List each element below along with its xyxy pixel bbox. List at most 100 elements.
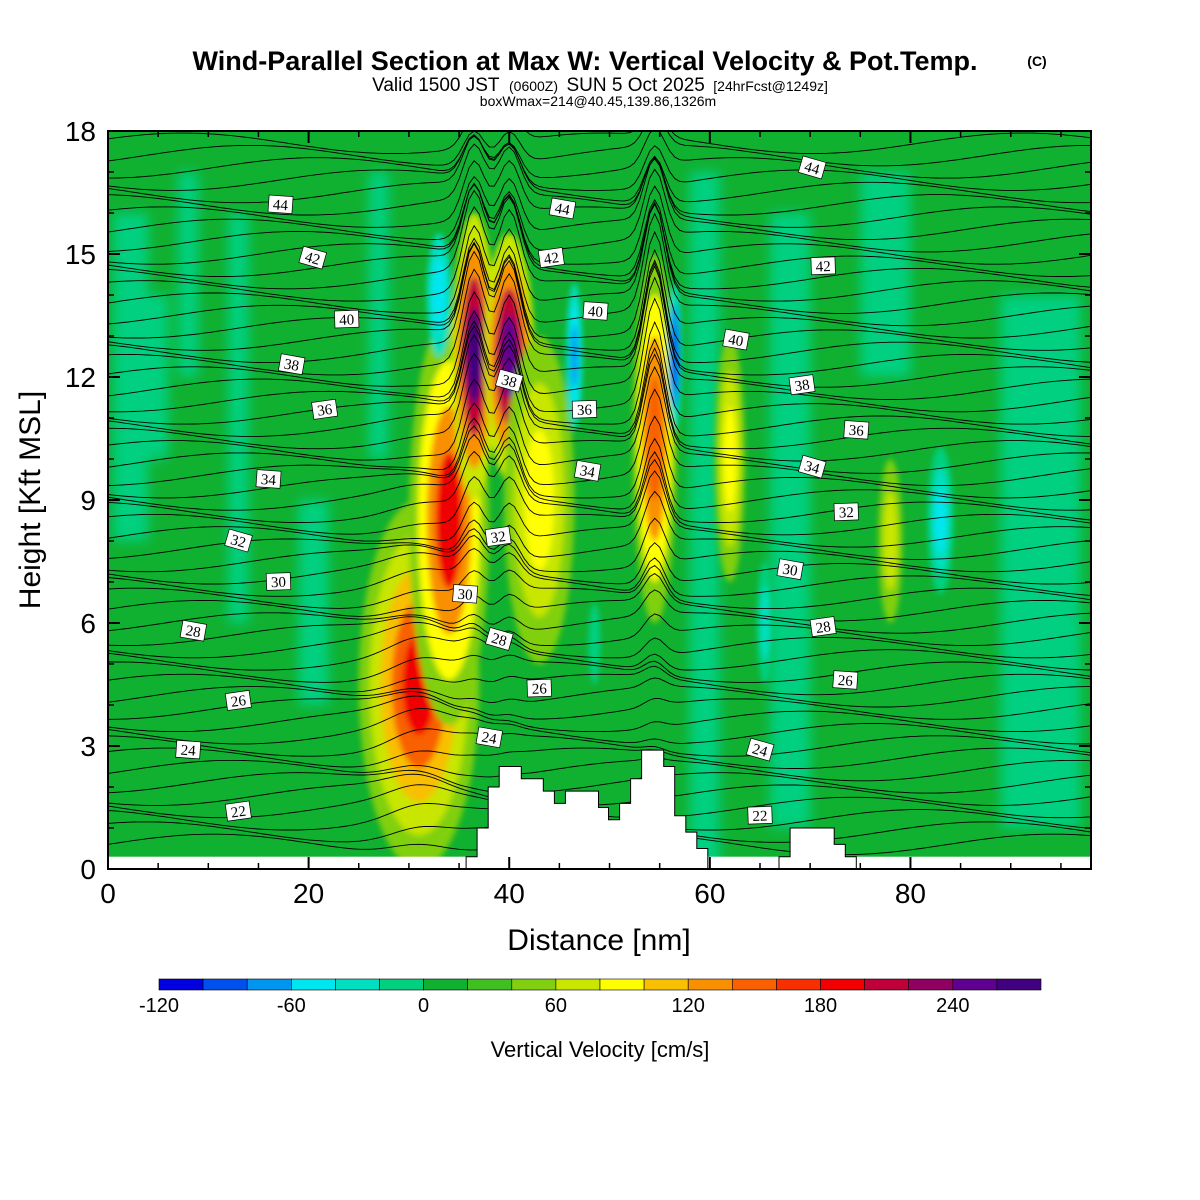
svg-text:26: 26	[837, 673, 854, 690]
plot-background	[108, 131, 1091, 869]
theta-contour	[108, 134, 1091, 191]
theta-contour	[108, 757, 1091, 782]
y-axis-label: Height [Kft MSL]	[14, 391, 47, 609]
theta-contour	[108, 665, 1091, 696]
theta-label: 32	[484, 525, 512, 547]
theta-label: 44	[267, 194, 294, 214]
svg-text:32: 32	[229, 532, 248, 552]
svg-text:44: 44	[553, 201, 571, 219]
colorbar-tick-label: 120	[672, 995, 705, 1017]
theta-contour	[108, 168, 1091, 253]
theta-label: 40	[722, 328, 750, 351]
theta-contour	[108, 143, 1091, 216]
theta-contour	[108, 773, 1091, 806]
theta-label: 42	[537, 247, 565, 269]
svg-text:42: 42	[815, 259, 831, 276]
theta-contour	[108, 517, 1091, 573]
svg-text:44: 44	[802, 159, 821, 179]
colorbar-swatch	[731, 978, 777, 991]
colorbar-tick-label: 60	[545, 995, 567, 1017]
theta-label: 30	[452, 584, 479, 604]
theta-contour	[108, 613, 1091, 646]
theta-label: 28	[809, 616, 837, 638]
theta-contour	[108, 450, 1091, 523]
colorbar-swatch	[555, 978, 601, 991]
theta-contour	[108, 691, 1091, 720]
theta-contour	[108, 334, 1091, 437]
theta-contour	[108, 250, 1091, 364]
theta-contour	[108, 320, 1091, 425]
theta-label: 44	[797, 155, 827, 180]
colorbar-swatch	[599, 978, 645, 991]
y-tick-label: 3	[80, 731, 96, 762]
chart-subtitle: Valid 1500 JST (0600Z) SUN 5 Oct 2025 [2…	[372, 75, 828, 96]
theta-contour	[108, 708, 1091, 745]
theta-label: 30	[265, 572, 292, 592]
theta-label: 34	[573, 459, 602, 482]
theta-contour	[108, 202, 1091, 314]
theta-label: 28	[179, 619, 208, 642]
svg-text:26: 26	[230, 693, 248, 711]
theta-contour	[108, 157, 1091, 241]
theta-contour	[108, 189, 1091, 290]
theta-label: 34	[255, 469, 282, 489]
theta-label: 40	[334, 309, 360, 329]
colorbar-tick-label: -60	[277, 995, 306, 1017]
svg-text:32: 32	[839, 505, 855, 522]
colorbar-tick-label: 0	[418, 995, 429, 1017]
svg-text:42: 42	[543, 250, 560, 268]
svg-text:38: 38	[794, 377, 811, 395]
field-band	[770, 213, 811, 828]
theta-contour	[108, 622, 1091, 659]
downdraft-core	[934, 488, 947, 553]
field-band	[178, 172, 199, 377]
svg-text:22: 22	[230, 804, 247, 822]
colorbar-tick-label: 240	[936, 995, 969, 1017]
updraft-core	[723, 406, 737, 512]
theta-contour	[108, 131, 1091, 179]
colorbar-swatch	[290, 978, 336, 991]
theta-contour	[108, 654, 1091, 683]
theta-contour	[108, 677, 1091, 708]
svg-text:36: 36	[577, 403, 593, 420]
svg-text:30: 30	[781, 562, 799, 580]
theta-label: 24	[175, 739, 202, 760]
colorbar-title: Vertical Velocity [cm/s]	[491, 1037, 710, 1062]
updraft-core	[524, 429, 555, 571]
potential-temperature-contours	[108, 131, 1091, 856]
theta-label: 26	[832, 670, 859, 690]
colorbar-swatch	[158, 978, 204, 991]
theta-label: 36	[311, 398, 339, 420]
theta-label: 24	[475, 726, 503, 749]
svg-text:22: 22	[752, 808, 768, 825]
x-tick-label: 80	[895, 878, 926, 909]
colorbar-swatch	[643, 978, 689, 991]
theta-contour	[108, 182, 1091, 277]
chart-title-line: Wind-Parallel Section at Max W: Vertical…	[193, 46, 1047, 76]
theta-contour	[108, 458, 1091, 536]
theta-contour	[108, 265, 1091, 388]
updraft-core	[883, 491, 898, 591]
svg-text:40: 40	[727, 332, 745, 350]
svg-text:44: 44	[272, 197, 289, 214]
theta-contour	[108, 747, 1091, 769]
colorbar-swatch	[996, 978, 1042, 991]
svg-text:30: 30	[271, 575, 287, 592]
theta-contour	[108, 131, 1091, 167]
theta-contour	[108, 353, 1091, 462]
colorbar-swatch	[246, 978, 292, 991]
theta-contour	[108, 470, 1091, 548]
theta-contour	[108, 388, 1091, 487]
theta-label: 40	[582, 301, 609, 321]
chart-subtitle-2: boxWmax=214@40.45,139.86,1326m	[480, 93, 716, 109]
y-tick-label: 15	[65, 239, 96, 270]
theta-contour	[108, 261, 1091, 376]
colorbar-swatch	[687, 978, 733, 991]
colorbar-swatch	[467, 978, 513, 991]
colorbar-swatch	[820, 978, 865, 991]
theta-label: 38	[788, 374, 816, 396]
x-axis-label: Distance [nm]	[507, 924, 690, 957]
field-band	[228, 213, 249, 623]
theta-contour	[108, 276, 1091, 400]
